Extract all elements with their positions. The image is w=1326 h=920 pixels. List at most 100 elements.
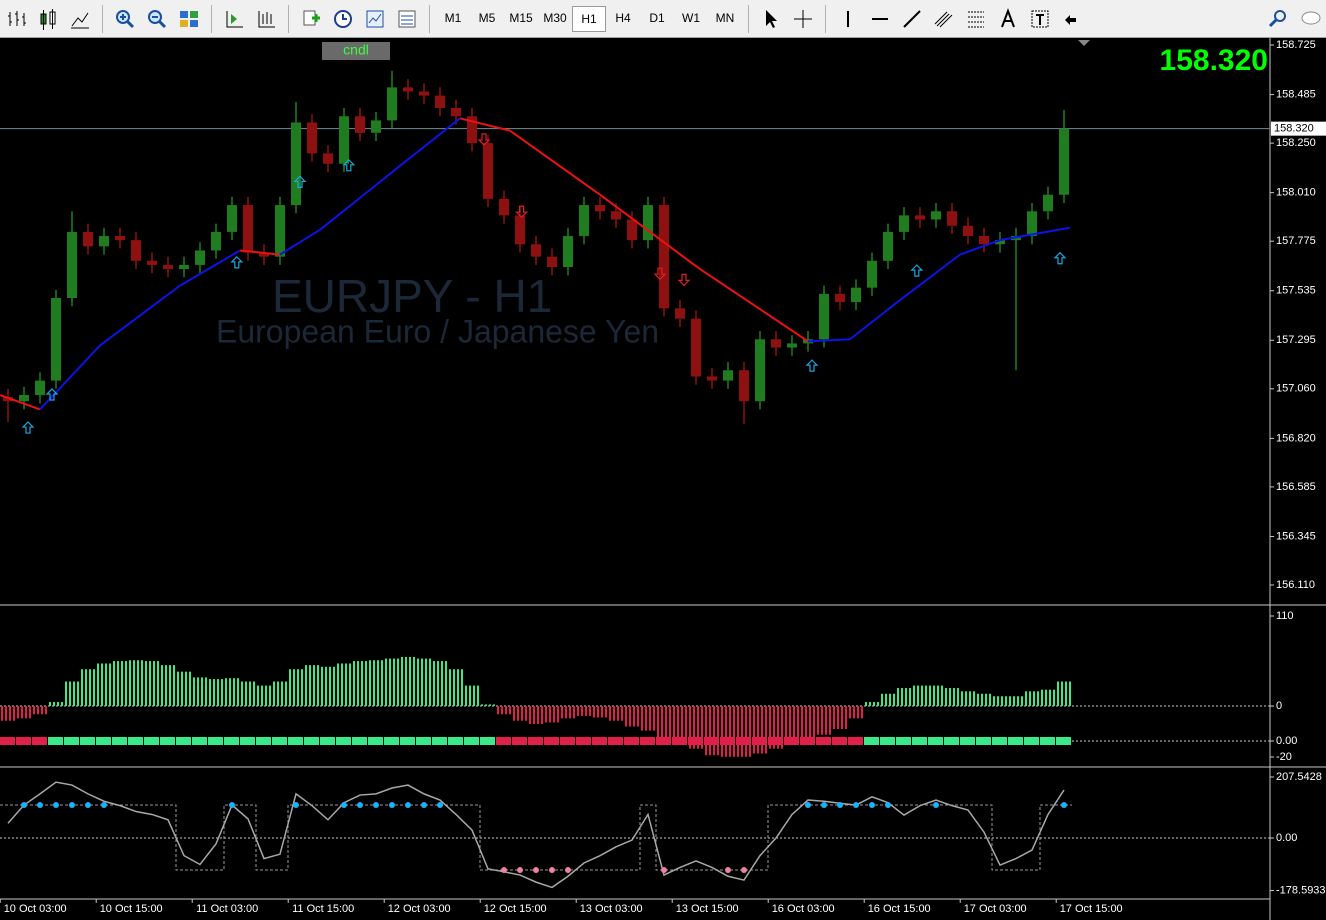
chart-shift[interactable]: [255, 8, 277, 30]
histogram-bar: [949, 688, 951, 707]
label-tool[interactable]: [1029, 8, 1051, 30]
fibo-tool[interactable]: [965, 8, 987, 30]
state-square: [128, 737, 143, 745]
histogram-bar: [517, 706, 519, 721]
state-square: [656, 737, 671, 745]
histogram-bar: [225, 678, 227, 707]
timeframe-button[interactable]: H4: [615, 10, 631, 25]
timeframe-button[interactable]: M30: [543, 10, 567, 25]
histogram-bar: [61, 701, 63, 707]
signal-dot-up: [869, 802, 875, 809]
timeframe-button[interactable]: M1: [444, 10, 462, 25]
vertical-line-tool[interactable]: [837, 8, 859, 30]
state-square: [432, 737, 447, 745]
state-square: [272, 737, 287, 745]
arrows-tool[interactable]: [1061, 8, 1083, 30]
signal-dot-up: [405, 802, 411, 809]
histogram-bar: [401, 656, 403, 707]
histogram-bar: [173, 665, 175, 707]
timeframe-button[interactable]: M15: [509, 10, 533, 25]
moving-average: [699, 268, 809, 343]
search[interactable]: [1267, 8, 1289, 30]
x-tick-label: 12 Oct 15:00: [484, 903, 547, 915]
state-square: [96, 737, 111, 745]
horizontal-line-tool[interactable]: [869, 8, 891, 30]
text-tool[interactable]: [997, 7, 1019, 30]
timeframes: M1 M5 M15 M30 H1 H4 D1 W1 MN: [436, 5, 742, 32]
timeframe-button[interactable]: H1: [572, 5, 606, 32]
trendline-tool[interactable]: [901, 8, 923, 30]
signal-dot-up: [69, 802, 75, 809]
timeframe-button[interactable]: W1: [682, 10, 700, 25]
signal-arrow-up: [293, 175, 307, 188]
autoscroll[interactable]: [223, 8, 245, 30]
histogram-bar: [941, 685, 943, 707]
timeframe-button[interactable]: D1: [649, 10, 665, 25]
signal-dot-up: [805, 802, 811, 809]
histogram-bar: [877, 701, 879, 707]
crosshair-tool[interactable]: [792, 8, 814, 30]
candle-icon[interactable]: [37, 8, 59, 30]
line-chart-icon[interactable]: [69, 8, 91, 30]
histogram-bar: [1049, 689, 1051, 707]
signal-arrow-up: [1053, 251, 1067, 265]
histogram-bar: [885, 693, 887, 707]
histogram-bar: [957, 688, 959, 707]
signal-arrow-down: [653, 267, 667, 281]
state-square: [240, 737, 255, 745]
histogram-bar: [449, 669, 451, 707]
timeframe-button[interactable]: M5: [478, 10, 496, 25]
indicators[interactable]: [300, 8, 322, 30]
histogram-bar: [593, 706, 595, 718]
histogram-bar: [709, 706, 711, 756]
histogram-bar: [213, 679, 215, 707]
histogram-bar: [857, 706, 859, 719]
histogram-bar: [533, 706, 535, 725]
histogram-bar: [121, 661, 123, 707]
timeframe-button[interactable]: MN: [715, 10, 735, 25]
profiles[interactable]: [396, 8, 418, 30]
histogram-bar: [185, 671, 187, 707]
moving-average: [807, 338, 851, 343]
histogram-bar: [621, 706, 623, 721]
histogram-bar: [297, 669, 299, 707]
histogram-bar: [617, 706, 619, 721]
histogram-bar: [157, 661, 159, 707]
candle-body: [643, 205, 653, 241]
histogram-bar: [273, 681, 275, 707]
candle-body: [1043, 194, 1053, 212]
bar-chart-icon[interactable]: [5, 8, 27, 30]
zoom-out[interactable]: [146, 8, 168, 30]
histogram-bar: [785, 706, 787, 743]
histogram-bar: [741, 706, 743, 757]
y-tick-label: 157.775: [1276, 235, 1316, 247]
histogram-bar: [821, 706, 823, 735]
histogram-bar: [25, 706, 27, 719]
periods-clock[interactable]: [332, 8, 354, 30]
signal-arrow-up: [805, 359, 819, 372]
signal-dot-up: [37, 802, 43, 809]
x-tick-label: 12 Oct 03:00: [388, 903, 451, 915]
templates[interactable]: [364, 8, 386, 30]
histogram-bar: [773, 706, 775, 749]
candle-body: [867, 260, 877, 288]
histogram-bar: [141, 660, 143, 707]
cursor-tool[interactable]: [760, 8, 782, 30]
signal-dot-down: [741, 867, 747, 874]
candle-body: [115, 236, 125, 241]
histogram-bar: [441, 661, 443, 707]
histogram-bar: [613, 706, 615, 721]
candle-body: [819, 293, 829, 340]
state-square: [928, 737, 943, 745]
chat[interactable]: [1299, 8, 1321, 30]
y-tick-label: 110: [1276, 610, 1294, 622]
histogram-bar: [9, 706, 11, 721]
histogram-bar: [1053, 689, 1055, 707]
histogram-bar: [413, 656, 415, 707]
zoom-in[interactable]: [114, 8, 136, 30]
histogram-bar: [293, 669, 295, 707]
state-square: [208, 737, 223, 745]
channel-tool[interactable]: [933, 8, 955, 30]
state-square: [992, 737, 1007, 745]
tile-windows[interactable]: [178, 8, 200, 30]
